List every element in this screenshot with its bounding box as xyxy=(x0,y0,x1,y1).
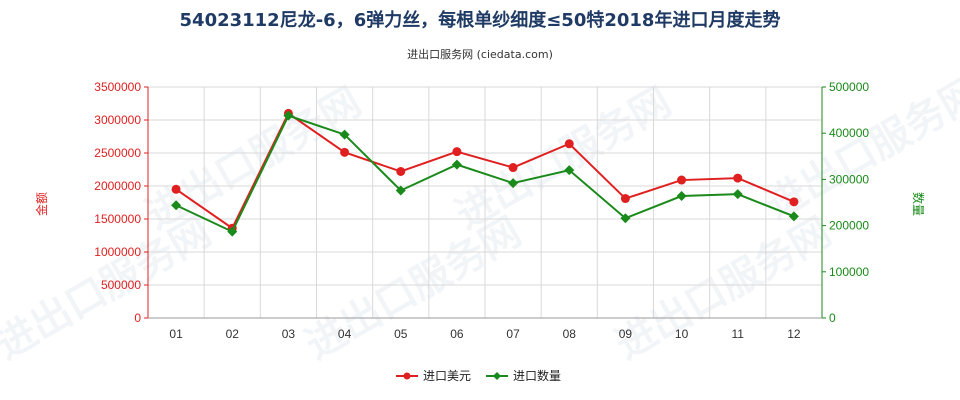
data-point-quantity xyxy=(676,191,687,202)
legend-item-quantity[interactable]: 进口数量 xyxy=(486,368,561,383)
legend-label-amount: 进口美元 xyxy=(423,369,471,383)
right-tick-label: 400000 xyxy=(829,126,869,140)
watermark-text: 进出口服务网 xyxy=(608,209,839,369)
x-tick-label: 08 xyxy=(563,327,577,341)
right-axis-ticks: 0 100000 200000 300000 400000 500000 xyxy=(822,80,869,325)
chart-title: 54023112尼龙-6，6弹力丝，每根单纱细度≤50特2018年进口月度走势 xyxy=(180,9,781,31)
right-tick-label: 500000 xyxy=(829,80,869,94)
legend-item-amount[interactable]: 进口美元 xyxy=(396,369,471,383)
series-layer xyxy=(171,108,799,237)
left-tick-label: 1500000 xyxy=(94,212,141,226)
data-point-quantity xyxy=(788,211,799,222)
x-tick-label: 02 xyxy=(226,327,240,341)
data-point-amount xyxy=(171,184,181,194)
data-point-quantity xyxy=(171,200,182,211)
x-tick-label: 05 xyxy=(394,327,408,341)
series-line-quantity xyxy=(175,114,795,233)
data-point-quantity xyxy=(620,213,631,224)
right-tick-label: 300000 xyxy=(829,172,869,186)
x-tick-label: 09 xyxy=(619,327,633,341)
legend-label-quantity: 进口数量 xyxy=(513,368,561,383)
right-tick-label: 100000 xyxy=(829,265,869,279)
data-point-amount xyxy=(508,163,518,173)
data-point-quantity xyxy=(339,129,350,140)
left-tick-label: 2500000 xyxy=(94,146,141,160)
left-axis-ticks: 0 500000 1000000 1500000 2000000 2500000 30000… xyxy=(94,80,148,325)
data-point-quantity xyxy=(227,226,238,237)
data-point-amount xyxy=(396,166,406,176)
data-point-amount xyxy=(564,139,574,149)
x-tick-label: 06 xyxy=(450,327,464,341)
data-point-amount xyxy=(789,197,799,207)
left-tick-label: 500000 xyxy=(101,278,141,292)
left-tick-label: 2000000 xyxy=(94,179,141,193)
axes xyxy=(147,87,823,319)
x-tick-label: 01 xyxy=(169,327,183,341)
chart-subtitle: 进出口服务网 (ciedata.com) xyxy=(407,47,553,61)
data-point-amount xyxy=(452,147,462,157)
x-tick-label: 11 xyxy=(732,327,745,341)
left-tick-label: 3500000 xyxy=(94,80,141,94)
data-point-quantity xyxy=(732,189,743,200)
x-axis-ticks: 01 02 03 04 05 06 07 08 09 10 11 12 xyxy=(169,327,801,341)
data-point-quantity xyxy=(508,178,519,189)
left-tick-label: 0 xyxy=(134,311,141,325)
data-point-quantity xyxy=(283,110,294,121)
data-point-amount xyxy=(677,175,687,185)
data-point-amount xyxy=(620,194,630,204)
series-line-amount xyxy=(175,111,795,230)
x-tick-label: 07 xyxy=(506,327,520,341)
data-point-quantity xyxy=(395,185,406,196)
right-tick-label: 200000 xyxy=(829,219,869,233)
data-point-quantity xyxy=(451,159,462,170)
data-point-amount xyxy=(733,173,743,183)
left-tick-label: 3000000 xyxy=(94,113,141,127)
x-tick-label: 04 xyxy=(338,327,352,341)
left-tick-label: 1000000 xyxy=(94,245,141,259)
watermark-text: 进出口服务网 xyxy=(298,209,529,369)
right-axis-label: 数量 xyxy=(911,192,926,216)
data-point-quantity xyxy=(564,165,575,176)
x-tick-label: 12 xyxy=(787,327,801,341)
right-tick-label: 0 xyxy=(829,311,836,325)
legend: 进口美元 进口数量 xyxy=(396,368,561,383)
x-tick-label: 03 xyxy=(282,327,296,341)
left-axis-label: 金额 xyxy=(34,192,49,216)
data-point-amount xyxy=(340,147,350,157)
watermark-text: 进出口服务网 xyxy=(138,79,369,239)
x-tick-label: 10 xyxy=(675,327,689,341)
